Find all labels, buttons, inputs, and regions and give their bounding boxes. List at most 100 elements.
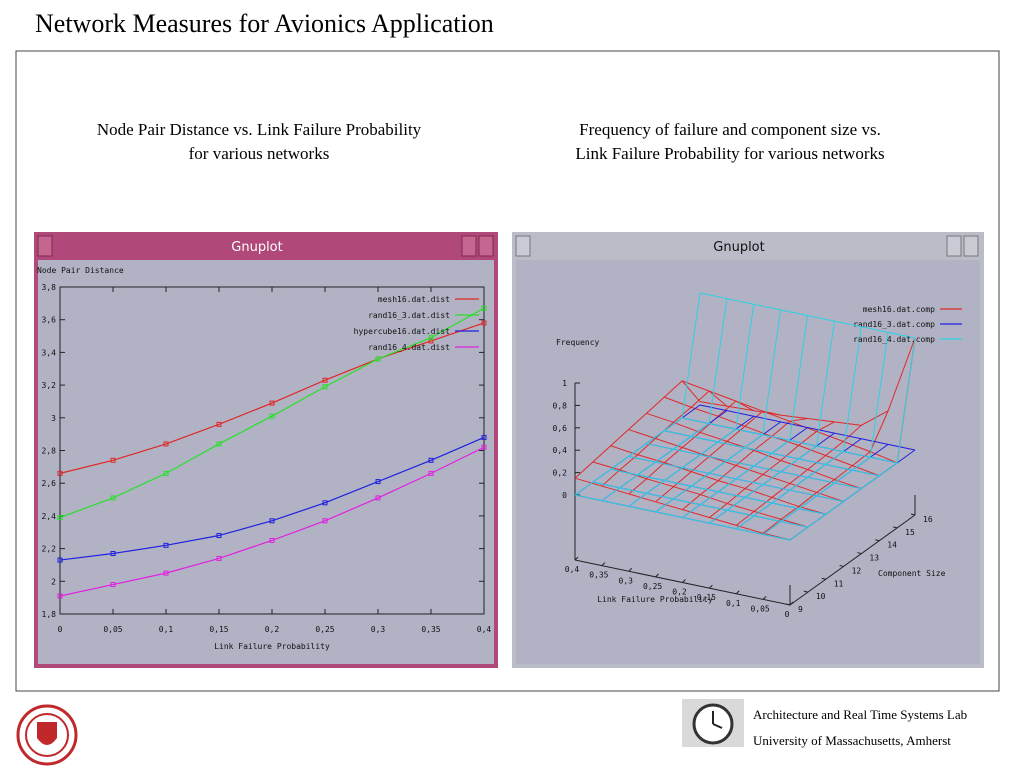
data-point xyxy=(163,470,169,476)
z-tick-label: 1 xyxy=(562,379,567,388)
y-tick xyxy=(910,513,916,516)
data-point xyxy=(269,518,275,524)
surface-line xyxy=(699,404,916,451)
x-tick-label: 0,35 xyxy=(589,571,608,580)
legend-label: mesh16.dat.dist xyxy=(378,295,450,304)
surface-line xyxy=(681,380,898,464)
data-point xyxy=(481,305,487,311)
y-tick-label: 13 xyxy=(869,554,879,563)
surface-line xyxy=(628,304,755,507)
y-tick-label: 3,2 xyxy=(42,381,57,390)
surface-line xyxy=(574,380,701,479)
x-tick-label: 0,15 xyxy=(697,593,716,602)
data-point xyxy=(428,457,434,463)
data-point xyxy=(57,557,63,563)
surface-line xyxy=(592,481,808,528)
x-tick-label: 0 xyxy=(58,625,63,634)
data-point xyxy=(481,320,487,326)
data-point xyxy=(216,533,222,539)
surface-line xyxy=(610,468,826,515)
y-tick-label: 2,2 xyxy=(42,545,57,554)
y-tick-label: 10 xyxy=(816,592,826,601)
y-tick-label: 3,6 xyxy=(42,316,57,325)
slide-title: Network Measures for Avionics Applicatio… xyxy=(35,9,494,38)
maximize-button[interactable] xyxy=(963,235,979,257)
data-point xyxy=(110,551,116,557)
y-tick-label: 14 xyxy=(887,541,897,550)
y-tick-label: 2,6 xyxy=(42,479,57,488)
surface-line xyxy=(601,298,728,502)
window-menu-button[interactable] xyxy=(37,235,53,257)
data-point xyxy=(428,470,434,476)
surface-line xyxy=(699,337,916,426)
data-point xyxy=(57,515,63,521)
data-point xyxy=(481,434,487,440)
surface-line xyxy=(655,410,781,503)
window-title: Gnuplot xyxy=(713,240,764,255)
data-point xyxy=(428,335,434,341)
maximize-button[interactable] xyxy=(478,235,494,257)
series-line xyxy=(59,446,485,597)
legend-label: rand16_3.dat.comp xyxy=(853,320,935,329)
x-tick xyxy=(655,573,659,578)
surface-line xyxy=(709,321,835,524)
data-point xyxy=(57,470,63,476)
x-tick-label: 0,1 xyxy=(726,599,741,608)
z-tick-label: 0 xyxy=(562,491,567,500)
surface-line xyxy=(646,412,862,490)
data-point xyxy=(375,479,381,485)
y-tick-label: 3,4 xyxy=(42,348,57,357)
y-tick xyxy=(875,539,880,542)
x-tick xyxy=(628,567,633,572)
y-tick-label: 2,8 xyxy=(42,447,57,456)
data-point xyxy=(322,518,328,524)
z-tick-label: 0,6 xyxy=(553,424,568,433)
caption: for various networks xyxy=(189,144,330,163)
data-point xyxy=(481,444,487,450)
y-tick-label: 11 xyxy=(834,579,844,588)
y-tick xyxy=(785,603,791,606)
x-tick xyxy=(574,556,579,561)
surface-line xyxy=(735,424,862,526)
z-tick-label: 0,8 xyxy=(553,401,568,410)
surface-line xyxy=(574,494,791,541)
data-point xyxy=(163,441,169,447)
x-tick-label: 0,3 xyxy=(619,576,634,585)
x-tick xyxy=(762,596,767,600)
data-point xyxy=(110,457,116,463)
caption: Frequency of failure and component size … xyxy=(579,120,881,139)
data-point xyxy=(269,413,275,419)
surface-line xyxy=(574,292,701,496)
data-point xyxy=(322,377,328,383)
clock-logo xyxy=(682,699,744,747)
y-tick xyxy=(857,552,862,555)
surface-line xyxy=(682,315,808,518)
surface-line xyxy=(709,421,835,518)
legend-label: rand16_4.dat.comp xyxy=(853,335,935,344)
x-tick-label: 0,1 xyxy=(159,625,174,634)
x-tick-label: 0,25 xyxy=(315,625,334,634)
minimize-button[interactable] xyxy=(946,235,962,257)
university-seal xyxy=(16,704,78,766)
x-tick-label: 0,3 xyxy=(371,625,386,634)
data-point xyxy=(269,400,275,406)
y-tick-label: 1,8 xyxy=(42,610,57,619)
surface-line xyxy=(762,410,889,534)
surface-line xyxy=(699,292,916,339)
surface-line xyxy=(628,400,754,495)
y-tick xyxy=(839,564,844,567)
series-line xyxy=(59,322,485,474)
footer-university: University of Massachusetts, Amherst xyxy=(753,733,951,748)
y-tick-label: 12 xyxy=(852,566,862,575)
y-tick xyxy=(803,590,808,593)
y-tick xyxy=(821,577,826,580)
y-tick-label: 16 xyxy=(923,515,933,524)
minimize-button[interactable] xyxy=(461,235,477,257)
x-tick-label: 0,25 xyxy=(643,582,662,591)
surface-line xyxy=(762,332,889,535)
x-tick-label: 0,15 xyxy=(209,625,228,634)
series-line xyxy=(59,307,485,519)
window-menu-button[interactable] xyxy=(515,235,531,257)
x-tick-label: 0,05 xyxy=(750,604,769,613)
